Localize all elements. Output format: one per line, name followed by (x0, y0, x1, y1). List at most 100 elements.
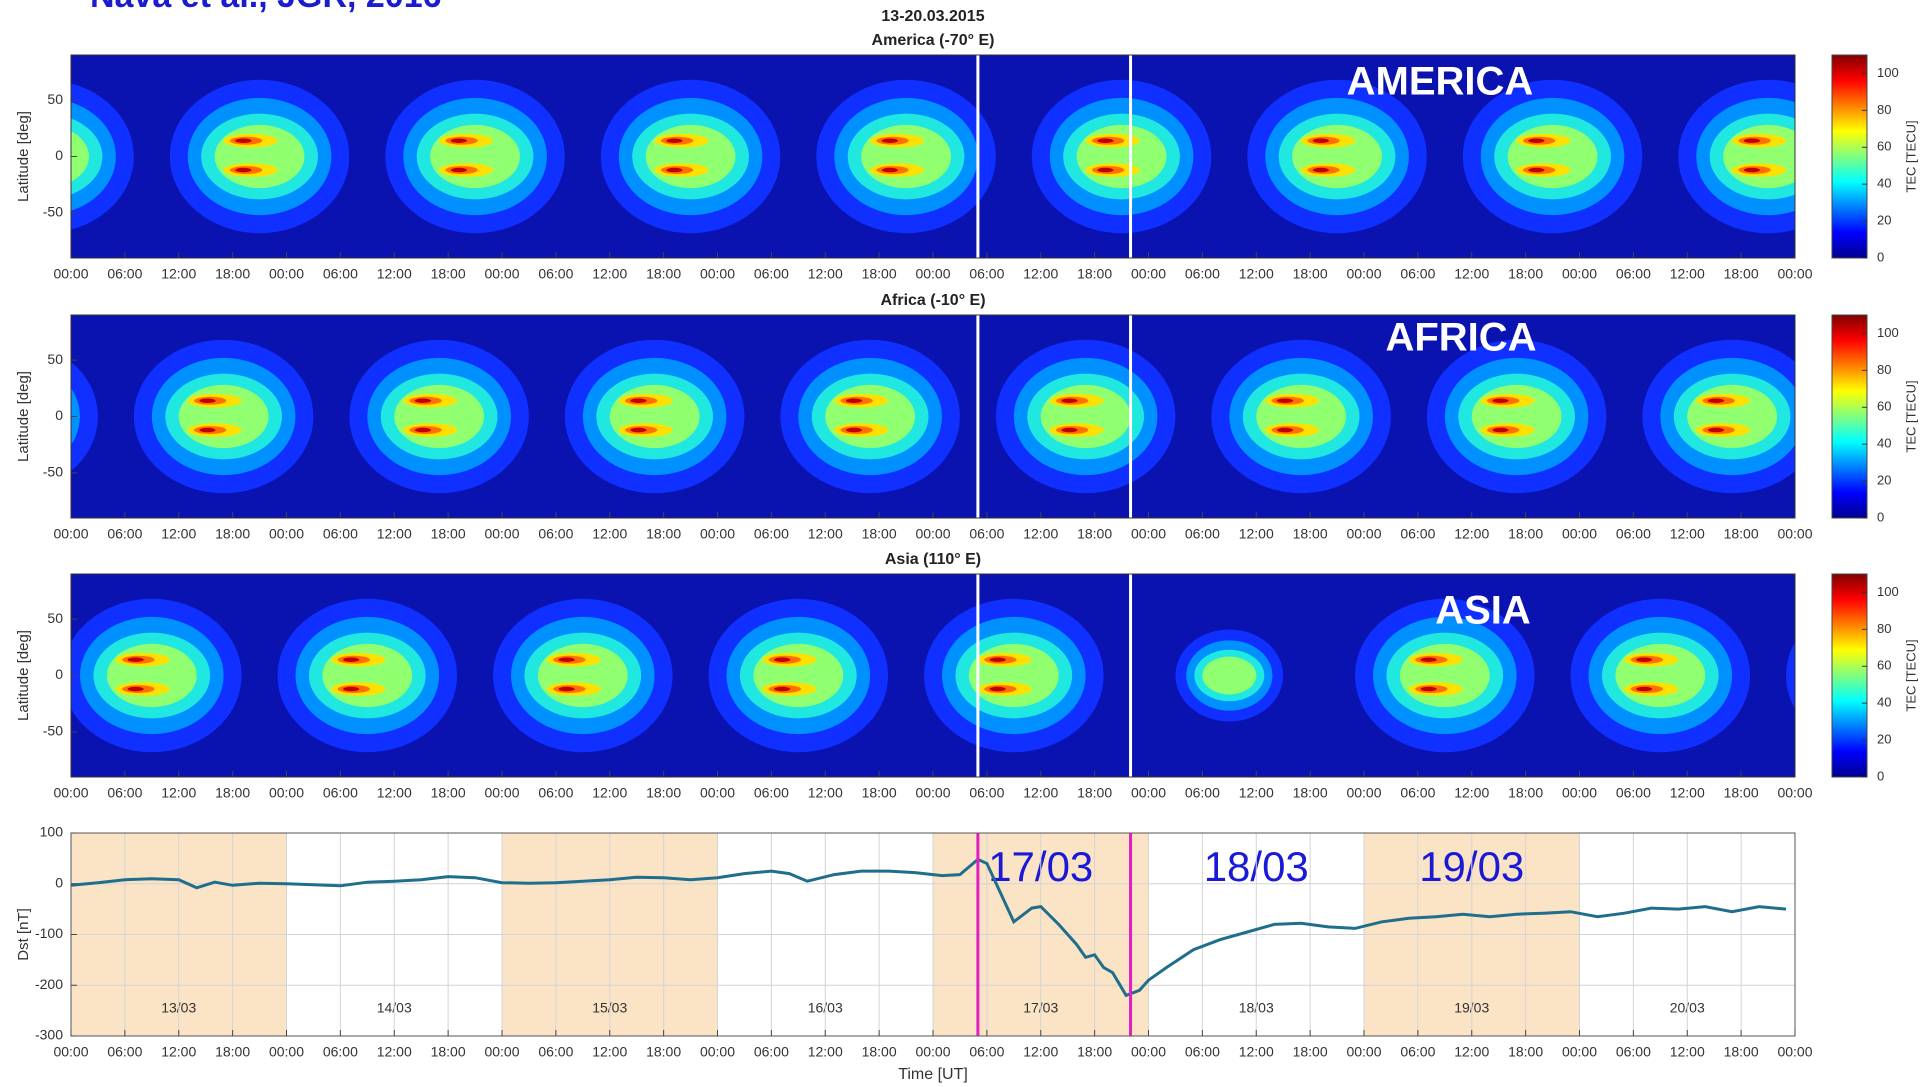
x-tick-label: 18:00 (1293, 266, 1328, 282)
y-axis-label: Latitude [deg] (15, 111, 32, 202)
colorbar-tick-label: 80 (1877, 102, 1891, 117)
x-tick-label: 06:00 (538, 526, 573, 542)
y-tick-label: 0 (55, 407, 63, 423)
tec-crest (1492, 398, 1508, 403)
x-tick-label: 00:00 (269, 785, 304, 801)
tec-crest (0, 426, 11, 434)
x-tick-label: 12:00 (377, 785, 412, 801)
colorbar-tick-label: 20 (1877, 473, 1891, 488)
x-tick-label: 06:00 (107, 1044, 142, 1060)
colorbar (1832, 574, 1867, 777)
x-tick-label: 00:00 (484, 785, 519, 801)
y-axis-label: Latitude [deg] (15, 630, 32, 721)
x-tick-label: 12:00 (1023, 266, 1058, 282)
colorbar (1832, 315, 1867, 518)
colorbar-label: TEC [TECU] (1903, 380, 1918, 452)
x-tick-label: 18:00 (1724, 526, 1759, 542)
tec-crest (1061, 398, 1077, 403)
x-tick-label: 12:00 (377, 266, 412, 282)
tec-contour (1202, 657, 1256, 695)
x-tick-label: 18:00 (215, 526, 250, 542)
x-tick-label: 06:00 (1616, 785, 1651, 801)
colorbar-tick-label: 0 (1877, 509, 1884, 524)
x-tick-label: 06:00 (1400, 526, 1435, 542)
x-tick-label: 06:00 (1400, 1044, 1435, 1060)
x-tick-label: 06:00 (754, 785, 789, 801)
x-tick-label: 12:00 (592, 785, 627, 801)
tec-crest (0, 397, 11, 405)
x-axis-label: Time [UT] (898, 1066, 968, 1083)
y-tick-label: -200 (35, 976, 63, 992)
x-tick-label: 06:00 (754, 266, 789, 282)
x-tick-label: 12:00 (808, 526, 843, 542)
panel-title: America (-70° E) (872, 32, 995, 49)
tec-crest (128, 657, 144, 662)
tec-crest (1313, 168, 1329, 173)
x-tick-label: 18:00 (1508, 1044, 1543, 1060)
colorbar (1832, 55, 1867, 258)
citation: Nava et al., JGR, 2016 (90, 0, 442, 15)
tec-crest (774, 657, 790, 662)
x-tick-label: 00:00 (915, 526, 950, 542)
x-tick-label: 00:00 (915, 1044, 950, 1060)
panel-title: Africa (-10° E) (880, 292, 985, 309)
x-tick-label: 00:00 (915, 785, 950, 801)
y-axis-label: Latitude [deg] (15, 371, 32, 462)
tec-contour (0, 358, 80, 475)
tec-crest (1097, 138, 1113, 143)
x-tick-label: 00:00 (700, 1044, 735, 1060)
sector-label: AFRICA (1385, 316, 1536, 360)
x-tick-label: 18:00 (1293, 785, 1328, 801)
y-tick-label: -300 (35, 1027, 63, 1043)
tec-crest (1277, 428, 1293, 433)
sector-label: ASIA (1435, 589, 1531, 633)
tec-crest (559, 657, 575, 662)
colorbar-tick-label: 0 (1877, 249, 1884, 264)
tec-crest (343, 687, 359, 692)
x-tick-label: 12:00 (1670, 1044, 1705, 1060)
x-tick-label: 18:00 (1508, 785, 1543, 801)
x-tick-label: 12:00 (161, 785, 196, 801)
tec-crest (1313, 138, 1329, 143)
tec-crest (666, 138, 682, 143)
tec-crest (882, 138, 898, 143)
x-tick-label: 18:00 (215, 1044, 250, 1060)
x-tick-label: 18:00 (646, 785, 681, 801)
heatmap (0, 574, 1930, 777)
tec-crest (235, 138, 251, 143)
x-tick-label: 06:00 (754, 1044, 789, 1060)
x-tick-label: 06:00 (1616, 526, 1651, 542)
tec-crest (1277, 398, 1293, 403)
colorbar-tick-label: 100 (1877, 325, 1899, 340)
x-tick-label: 00:00 (700, 526, 735, 542)
x-tick-label: 06:00 (1185, 785, 1220, 801)
tec-crest (666, 168, 682, 173)
x-tick-label: 06:00 (538, 785, 573, 801)
x-tick-label: 00:00 (1346, 266, 1381, 282)
tec-crest (1421, 687, 1437, 692)
tec-crest (451, 138, 467, 143)
x-tick-label: 12:00 (1239, 1044, 1274, 1060)
colorbar-tick-label: 40 (1877, 176, 1891, 191)
y-tick-label: -50 (43, 204, 63, 220)
tec-crest (415, 398, 431, 403)
tec-crest (630, 398, 646, 403)
x-tick-label: 00:00 (269, 526, 304, 542)
tec-crest (451, 168, 467, 173)
colorbar-tick-label: 20 (1877, 732, 1891, 747)
x-tick-label: 18:00 (646, 526, 681, 542)
x-tick-label: 00:00 (1131, 1044, 1166, 1060)
x-tick-label: 12:00 (1670, 526, 1705, 542)
x-tick-label: 00:00 (1131, 785, 1166, 801)
colorbar-tick-label: 40 (1877, 695, 1891, 710)
x-tick-label: 18:00 (431, 1044, 466, 1060)
tec-crest (882, 168, 898, 173)
tec-crest (128, 687, 144, 692)
tec-crest (559, 687, 575, 692)
x-tick-label: 00:00 (700, 785, 735, 801)
x-tick-label: 00:00 (269, 1044, 304, 1060)
x-tick-label: 18:00 (431, 266, 466, 282)
sector-label: AMERICA (1347, 60, 1534, 104)
x-tick-label: 00:00 (700, 266, 735, 282)
x-tick-label: 00:00 (1777, 266, 1812, 282)
